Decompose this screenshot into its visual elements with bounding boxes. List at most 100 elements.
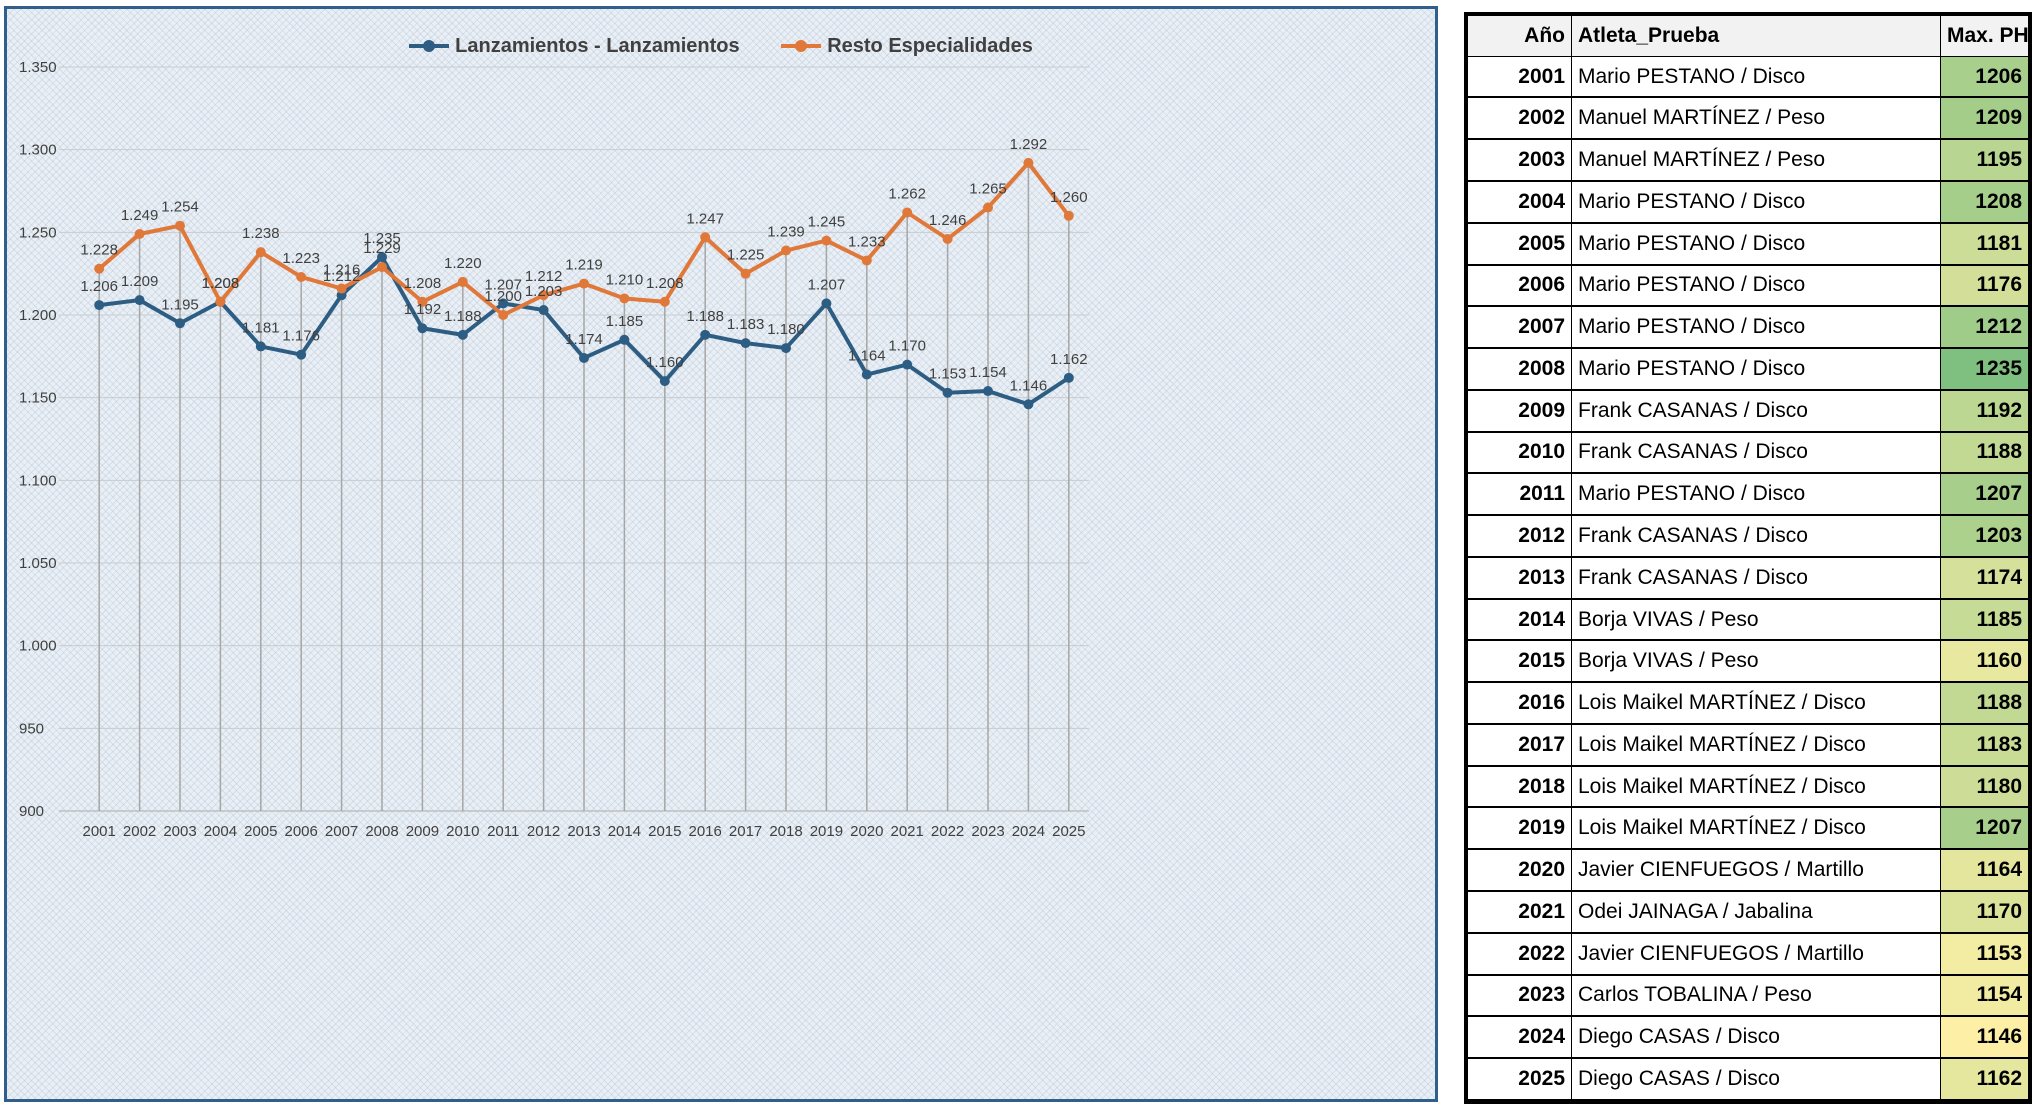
data-label-resto: 1.260	[1050, 189, 1088, 206]
data-label-lanzamientos: 1.188	[686, 308, 724, 325]
data-label-resto: 1.229	[363, 240, 401, 257]
point-lanzamientos	[457, 329, 468, 340]
data-label-lanzamientos: 1.203	[525, 283, 563, 300]
table-row: 2010 Frank CASANAS / Disco 1188	[1467, 431, 2029, 475]
point-resto	[336, 283, 347, 294]
point-lanzamientos	[296, 349, 307, 360]
row-max-ph: 1192	[1940, 389, 2029, 433]
row-athlete: Diego CASAS / Disco	[1571, 1015, 1941, 1060]
row-max-ph: 1188	[1940, 681, 2029, 725]
row-year: 2022	[1467, 932, 1572, 976]
data-label-resto: 1.200	[484, 288, 522, 305]
data-label-resto: 1.262	[888, 185, 926, 202]
row-year: 2001	[1467, 56, 1572, 99]
x-tick-label: 2005	[244, 823, 277, 840]
table-row: 2019 Lois Maikel MARTÍNEZ / Disco 1207	[1467, 806, 2029, 851]
data-label-resto: 1.216	[323, 262, 361, 279]
data-label-lanzamientos: 1.160	[646, 354, 684, 371]
point-lanzamientos	[659, 376, 670, 387]
row-year: 2021	[1467, 890, 1572, 934]
row-athlete: Carlos TOBALINA / Peso	[1571, 974, 1941, 1018]
row-max-ph: 1181	[1940, 222, 2029, 266]
data-label-lanzamientos: 1.181	[242, 319, 280, 336]
table-row: 2013 Frank CASANAS / Disco 1174	[1467, 556, 2029, 600]
legend-swatch-lanzamientos	[409, 40, 450, 52]
data-label-resto: 1.212	[525, 268, 563, 285]
row-athlete: Manuel MARTÍNEZ / Peso	[1571, 138, 1941, 182]
row-athlete: Frank CASANAS / Disco	[1571, 514, 1941, 558]
data-label-lanzamientos: 1.235	[363, 230, 401, 247]
row-max-ph: 1206	[1940, 56, 2029, 99]
point-resto	[175, 220, 185, 231]
data-label-resto: 1.228	[80, 242, 118, 259]
data-label-resto: 1.208	[404, 275, 442, 292]
row-max-ph: 1154	[1940, 974, 2029, 1018]
point-lanzamientos	[255, 341, 266, 352]
legend-item-resto: Resto Especialidades	[781, 35, 1033, 58]
data-label-lanzamientos: 1.180	[767, 321, 805, 338]
point-resto	[296, 271, 307, 282]
ranking-table-body: 2001 Mario PESTANO / Disco 1206 2002 Manuel …	[1467, 56, 2029, 1101]
point-resto	[255, 247, 266, 258]
point-resto	[457, 276, 468, 287]
x-tick-label: 2007	[325, 823, 358, 840]
data-label-resto: 1.247	[686, 210, 724, 227]
row-max-ph: 1208	[1940, 180, 2029, 224]
row-max-ph: 1212	[1940, 305, 2029, 350]
y-tick-label: 1.000	[19, 638, 57, 655]
table-row: 2004 Mario PESTANO / Disco 1208	[1467, 180, 2029, 224]
point-lanzamientos	[538, 305, 549, 316]
row-year: 2012	[1467, 514, 1572, 558]
row-athlete: Javier CIENFUEGOS / Martillo	[1571, 932, 1941, 976]
chart-legend: Lanzamientos - Lanzamientos Resto Especi…	[7, 31, 1435, 58]
point-resto	[134, 228, 145, 239]
data-label-resto: 1.225	[727, 247, 765, 264]
x-tick-label: 2020	[850, 823, 883, 840]
header-athlete: Atleta_Prueba	[1571, 15, 1941, 57]
point-resto	[1063, 210, 1074, 221]
data-label-resto: 1.245	[808, 214, 846, 231]
table-row: 2008 Mario PESTANO / Disco 1235	[1467, 347, 2029, 391]
x-tick-label: 2006	[285, 823, 318, 840]
data-label-lanzamientos: 1.208	[202, 275, 240, 292]
row-max-ph: 1185	[1940, 598, 2029, 642]
data-label-resto: 1.210	[606, 271, 644, 288]
point-lanzamientos	[94, 300, 105, 311]
row-athlete: Lois Maikel MARTÍNEZ / Disco	[1571, 806, 1941, 851]
point-resto	[781, 245, 791, 256]
line-chart-panel: Lanzamientos - Lanzamientos Resto Especi…	[4, 6, 1438, 1102]
row-max-ph: 1174	[1940, 556, 2029, 600]
table-header-row: Año Atleta_Prueba Max. PH	[1467, 15, 2029, 57]
table-row: 2007 Mario PESTANO / Disco 1212	[1467, 305, 2029, 350]
table-row: 2022 Javier CIENFUEGOS / Martillo 1153	[1467, 932, 2029, 976]
table-row: 2014 Borja VIVAS / Peso 1185	[1467, 598, 2029, 642]
y-tick-label: 1.050	[19, 555, 57, 572]
row-athlete: Mario PESTANO / Disco	[1571, 180, 1941, 224]
row-year: 2003	[1467, 138, 1572, 182]
row-athlete: Mario PESTANO / Disco	[1571, 347, 1941, 391]
table-row: 2009 Frank CASANAS / Disco 1192	[1467, 389, 2029, 433]
x-tick-label: 2003	[163, 823, 196, 840]
row-max-ph: 1207	[1940, 806, 2029, 851]
legend-swatch-resto	[781, 40, 822, 52]
point-resto	[94, 263, 105, 274]
row-athlete: Frank CASANAS / Disco	[1571, 389, 1941, 433]
data-label-resto: 1.246	[929, 212, 967, 229]
x-tick-label: 2023	[971, 823, 1004, 840]
ranking-table: Año Atleta_Prueba Max. PH 2001 Mario PEST…	[1467, 15, 2029, 1101]
table-row: 2020 Javier CIENFUEGOS / Martillo 1164	[1467, 848, 2029, 893]
point-lanzamientos	[861, 369, 872, 380]
y-tick-label: 1.100	[19, 472, 57, 489]
row-athlete: Odei JAINAGA / Jabalina	[1571, 890, 1941, 934]
point-resto	[740, 268, 751, 279]
legend-item-lanzamientos: Lanzamientos - Lanzamientos	[409, 35, 740, 58]
row-athlete: Mario PESTANO / Disco	[1571, 472, 1941, 517]
data-label-lanzamientos: 1.207	[808, 276, 846, 293]
table-row: 2024 Diego CASAS / Disco 1146	[1467, 1015, 2029, 1060]
point-lanzamientos	[417, 323, 428, 334]
row-max-ph: 1183	[1940, 723, 2029, 767]
x-tick-label: 2010	[446, 823, 479, 840]
y-tick-label: 1.150	[19, 390, 57, 407]
data-label-resto: 1.220	[444, 255, 482, 272]
point-lanzamientos	[1023, 399, 1034, 410]
